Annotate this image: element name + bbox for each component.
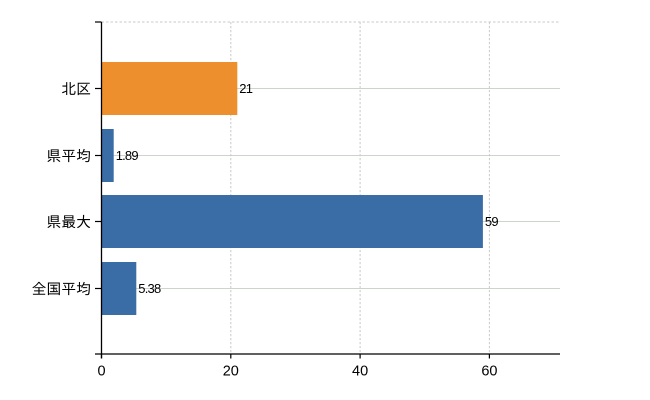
- svg-text:59: 59: [485, 214, 498, 229]
- svg-text:5.38: 5.38: [138, 281, 161, 296]
- svg-text:0: 0: [97, 364, 105, 380]
- svg-text:40: 40: [352, 364, 368, 380]
- svg-text:1.89: 1.89: [116, 148, 139, 163]
- svg-text:21: 21: [239, 81, 252, 96]
- svg-text:20: 20: [223, 364, 239, 380]
- svg-text:60: 60: [481, 364, 497, 380]
